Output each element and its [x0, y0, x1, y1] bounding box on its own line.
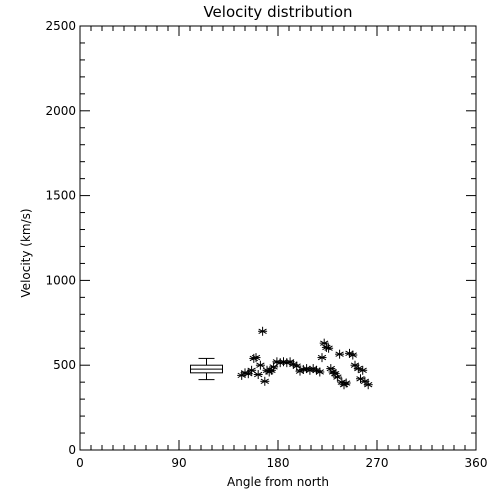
data-point — [335, 349, 345, 359]
data-points — [237, 326, 373, 390]
data-point — [253, 370, 263, 380]
y-tick-label: 0 — [68, 443, 76, 457]
y-tick-label: 2000 — [45, 104, 76, 118]
data-point — [258, 326, 268, 336]
x-tick-label: 0 — [76, 456, 84, 470]
x-tick-label: 90 — [171, 456, 186, 470]
x-tick-label: 360 — [465, 456, 488, 470]
x-tick-label: 270 — [366, 456, 389, 470]
chart-title: Velocity distribution — [203, 3, 352, 21]
data-point — [324, 343, 334, 353]
data-point — [317, 353, 327, 363]
data-point — [251, 353, 261, 363]
data-point — [348, 350, 358, 360]
data-point — [341, 378, 351, 388]
plot-frame — [79, 25, 477, 451]
y-tick-label: 500 — [53, 358, 76, 372]
y-axis-label: Velocity (km/s) — [19, 208, 33, 297]
y-tick-label: 2500 — [45, 19, 76, 33]
data-point — [255, 360, 265, 370]
data-point — [358, 365, 368, 375]
y-tick-label: 1500 — [45, 189, 76, 203]
data-point — [332, 372, 342, 382]
data-point — [315, 367, 325, 377]
tick-labels: 0 90 180 270 360 0 500 1000 1500 2000 2500 — [45, 19, 487, 470]
data-point — [247, 365, 257, 375]
data-point — [260, 376, 270, 386]
data-point — [363, 380, 373, 390]
x-axis-label: Angle from north — [227, 475, 329, 489]
box-plot — [190, 357, 223, 381]
y-tick-label: 1000 — [45, 273, 76, 287]
x-tick-label: 180 — [267, 456, 290, 470]
axis-ticks — [79, 25, 477, 451]
